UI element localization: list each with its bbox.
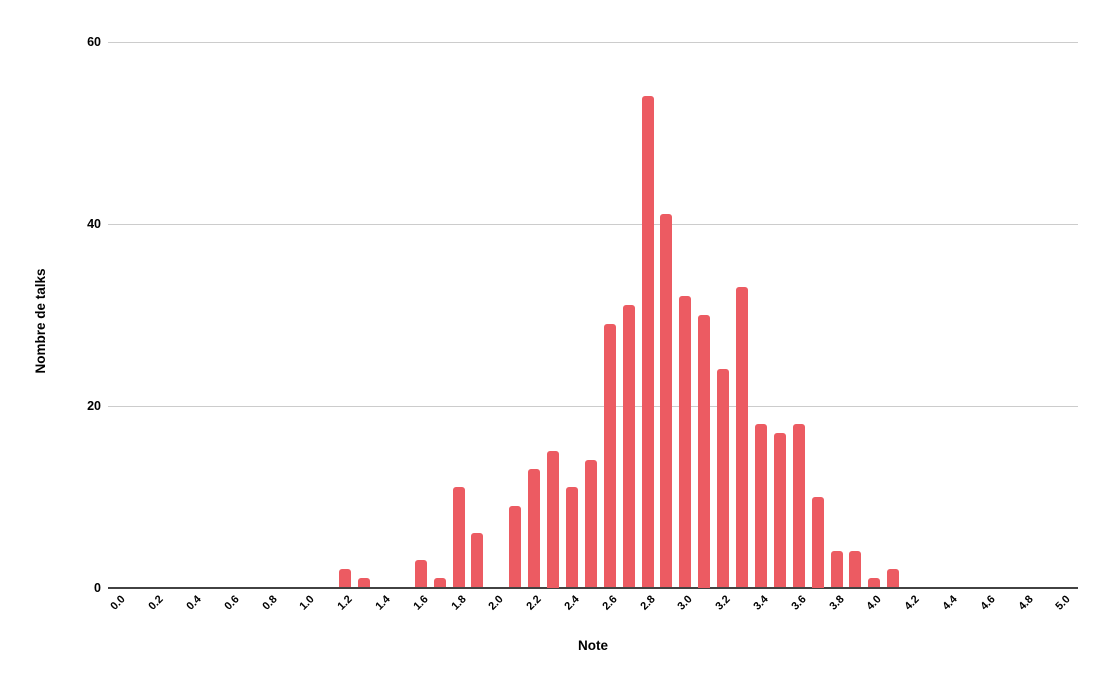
bar-3.5 [773, 432, 786, 588]
x-tick-label-3.6: 3.6 [789, 593, 809, 613]
x-axis-title: Note [578, 638, 608, 653]
x-tick-label-1.4: 1.4 [373, 593, 393, 613]
x-tick-label-0.6: 0.6 [222, 593, 242, 613]
x-tick-label-2.4: 2.4 [562, 593, 582, 613]
bar-3.0 [679, 296, 692, 588]
bar-3.3 [736, 287, 748, 588]
bar-3.8 [830, 551, 843, 588]
bar-2.6 [603, 323, 616, 588]
y-axis-title: Nombre de talks [33, 268, 48, 374]
x-tick-label-2.6: 2.6 [600, 593, 620, 613]
bar-2.7 [622, 305, 635, 588]
x-tick-label-2.0: 2.0 [486, 593, 506, 613]
x-tick-label-1.6: 1.6 [411, 593, 431, 613]
gridline-40 [108, 223, 1078, 225]
y-tick-label-60: 60 [87, 34, 101, 49]
x-tick-label-4.6: 4.6 [978, 593, 998, 613]
x-tick-label-0.8: 0.8 [259, 593, 280, 613]
bar-1.2 [339, 569, 352, 588]
x-tick-label-3.4: 3.4 [751, 593, 771, 613]
x-axis-line [108, 587, 1078, 589]
bar-1.7 [433, 578, 446, 588]
x-tick-label-4.4: 4.4 [940, 593, 960, 613]
bar-2.3 [547, 451, 559, 588]
bar-1.3 [358, 578, 370, 588]
bar-2.4 [565, 487, 578, 588]
bar-3.2 [717, 369, 730, 588]
bar-1.6 [414, 560, 427, 588]
y-tick-label-40: 40 [87, 216, 101, 231]
bar-1.9 [471, 532, 484, 588]
bar-2.1 [509, 505, 522, 588]
x-tick-label-0.2: 0.2 [146, 593, 166, 613]
x-tick-label-4.8: 4.8 [1015, 593, 1036, 613]
bar-3.1 [698, 314, 711, 588]
y-tick-label-0: 0 [94, 580, 101, 595]
x-tick-label-3.8: 3.8 [826, 593, 847, 613]
bar-4.0 [868, 578, 881, 588]
gridline-20 [108, 405, 1078, 407]
bar-2.5 [584, 460, 597, 588]
bar-2.9 [660, 214, 673, 588]
y-tick-label-20: 20 [87, 398, 101, 413]
x-tick-label-4.2: 4.2 [902, 593, 922, 613]
bar-3.4 [754, 423, 767, 588]
bar-2.2 [528, 469, 541, 588]
bar-4.1 [887, 569, 900, 588]
x-tick-label-1.2: 1.2 [335, 593, 355, 613]
x-tick-label-5.0: 5.0 [1053, 593, 1073, 613]
x-tick-label-2.8: 2.8 [637, 593, 658, 613]
x-tick-label-3.0: 3.0 [675, 593, 695, 613]
x-tick-label-1.8: 1.8 [448, 593, 469, 613]
x-tick-label-4.0: 4.0 [864, 593, 884, 613]
x-tick-label-2.2: 2.2 [524, 593, 544, 613]
x-tick-label-0.4: 0.4 [184, 593, 204, 613]
x-tick-label-1.0: 1.0 [297, 593, 317, 613]
x-tick-label-0.0: 0.0 [108, 593, 128, 613]
bar-3.7 [811, 496, 824, 588]
bar-3.6 [792, 423, 805, 588]
bar-2.8 [641, 96, 654, 588]
gridline-60 [108, 41, 1078, 43]
bar-1.8 [452, 487, 465, 588]
x-tick-label-3.2: 3.2 [713, 593, 733, 613]
bar-3.9 [849, 551, 862, 588]
